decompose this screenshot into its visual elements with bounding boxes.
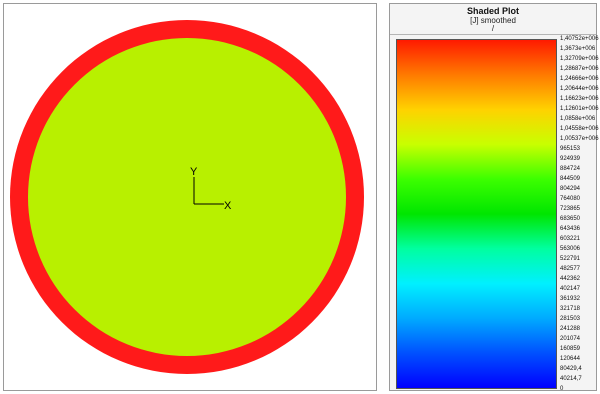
color-scale-tick-label: 683650: [560, 216, 581, 222]
color-scale-tick-label: 965153: [560, 146, 581, 152]
color-scale-tick-label: 40214,7: [560, 376, 582, 382]
color-scale-tick-label: 1,12601e+006: [560, 106, 599, 112]
color-scale-tick-label: 723865: [560, 206, 581, 212]
color-scale-tick-label: 1,20644e+006: [560, 86, 599, 92]
legend-title: Shaded Plot: [466, 6, 519, 16]
legend-mark: /: [491, 24, 495, 33]
color-scale-tick-label: 1,0858e+006: [560, 116, 596, 122]
color-scale-tick-label: 361932: [560, 296, 581, 302]
color-scale-tick-label: 1,3673e+006: [560, 46, 596, 52]
color-scale-tick-label: 1,24666e+006: [560, 76, 599, 82]
color-scale-tick-label: 643436: [560, 226, 581, 232]
color-scale-tick-label: 201074: [560, 336, 581, 342]
color-scale-tick-label: 0: [560, 386, 564, 392]
color-scale-tick-label: 924939: [560, 156, 581, 162]
color-scale-bar: [396, 39, 557, 389]
inner-disk-region[interactable]: [28, 38, 346, 356]
color-scale-ticks: 1,40752e+006 1,3673e+006 1,32709e+006 1,286…: [560, 36, 599, 392]
graphics-viewport[interactable]: Y X: [3, 3, 377, 391]
model-scene: Y X: [10, 20, 364, 374]
shaded-plot-legend: Shaded Plot [J] smoothed / 1,40752e+006 1…: [389, 3, 599, 392]
color-scale-tick-label: 844509: [560, 176, 581, 182]
color-scale-tick-label: 603221: [560, 236, 581, 242]
color-scale-tick-label: 522791: [560, 256, 581, 262]
color-scale-tick-label: 241288: [560, 326, 581, 332]
legend-subtitle: [J] smoothed: [470, 16, 516, 25]
color-scale-tick-label: 120644: [560, 356, 581, 362]
color-scale-tick-label: 764080: [560, 196, 581, 202]
y-axis-label: Y: [190, 166, 198, 178]
color-scale-tick-label: 1,16623e+006: [560, 96, 599, 102]
color-scale-tick-label: 1,04558e+006: [560, 126, 599, 132]
color-scale-tick-label: 1,28687e+006: [560, 66, 599, 72]
color-scale-tick-label: 884724: [560, 166, 581, 172]
color-scale-tick-label: 563006: [560, 246, 581, 252]
color-scale-tick-label: 442362: [560, 276, 581, 282]
color-scale-tick-label: 1,32709e+006: [560, 56, 599, 62]
color-scale-tick-label: 321718: [560, 306, 581, 312]
color-scale-tick-label: 804294: [560, 186, 581, 192]
legend-header: Shaded Plot [J] smoothed /: [390, 4, 596, 35]
color-scale-tick-label: 1,40752e+006: [560, 36, 599, 42]
color-scale-tick-label: 80429,4: [560, 366, 582, 372]
color-scale-tick-label: 1,00537e+006: [560, 136, 599, 142]
coordinate-triad: Y X: [190, 166, 232, 212]
color-scale-tick-label: 482577: [560, 266, 581, 272]
color-scale-tick-label: 281503: [560, 316, 581, 322]
color-scale-tick-label: 160859: [560, 346, 581, 352]
x-axis-label: X: [224, 200, 232, 212]
color-scale-tick-label: 402147: [560, 286, 581, 292]
